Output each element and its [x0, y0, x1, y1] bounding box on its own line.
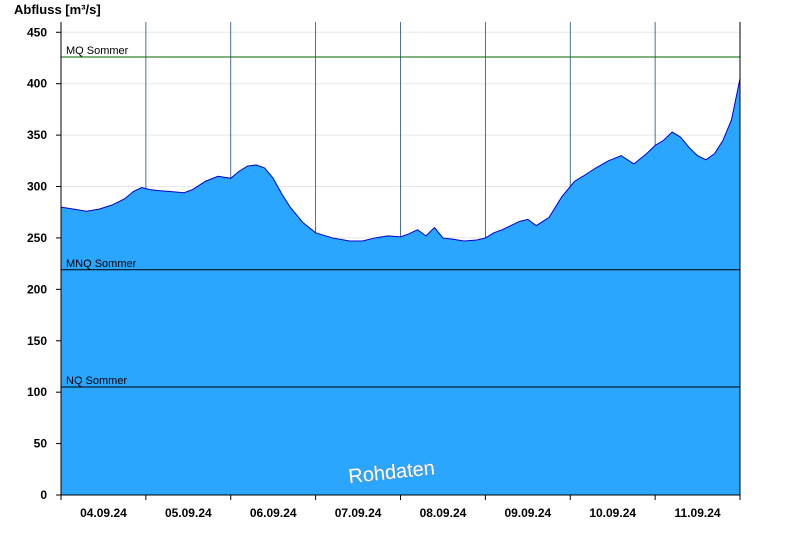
y-tick-label: 50: [34, 437, 48, 451]
x-tick-label: 11.09.24: [675, 506, 721, 520]
reference-line-label: MNQ Sommer: [66, 258, 137, 270]
x-tick-label: 06.09.24: [250, 506, 297, 520]
y-tick-label: 150: [27, 334, 47, 348]
x-tick-label: 07.09.24: [335, 506, 382, 520]
y-tick-label: 350: [27, 128, 47, 142]
x-tick-label: 04.09.24: [80, 506, 127, 520]
discharge-line: [60, 78, 741, 242]
y-tick-label: 100: [27, 385, 47, 399]
reference-line-label: MQ Sommer: [66, 45, 129, 57]
axes: 0 50 100 150 200 250 300 350 400 450 04.09.24 05.09…: [27, 22, 741, 520]
y-tick-label: 250: [27, 231, 47, 245]
x-tick-label: 05.09.24: [165, 506, 212, 520]
y-tick-label: 300: [27, 180, 47, 194]
y-tick-label: 450: [27, 25, 47, 39]
x-tick-label: 08.09.24: [420, 506, 467, 520]
y-axis-label: Abfluss [m³/s]: [14, 2, 101, 17]
y-tick-label: 400: [27, 77, 47, 91]
y-tick-label: 0: [40, 488, 47, 502]
y-tick-label: 200: [27, 282, 47, 296]
discharge-area: [61, 78, 740, 495]
x-tick-label: 09.09.24: [504, 506, 551, 520]
x-tick-label: 10.09.24: [589, 506, 636, 520]
reference-lines: MQ Sommer MNQ Sommer NQ Sommer: [61, 45, 740, 388]
reference-line-label: NQ Sommer: [66, 375, 127, 387]
data-series: [60, 78, 741, 495]
